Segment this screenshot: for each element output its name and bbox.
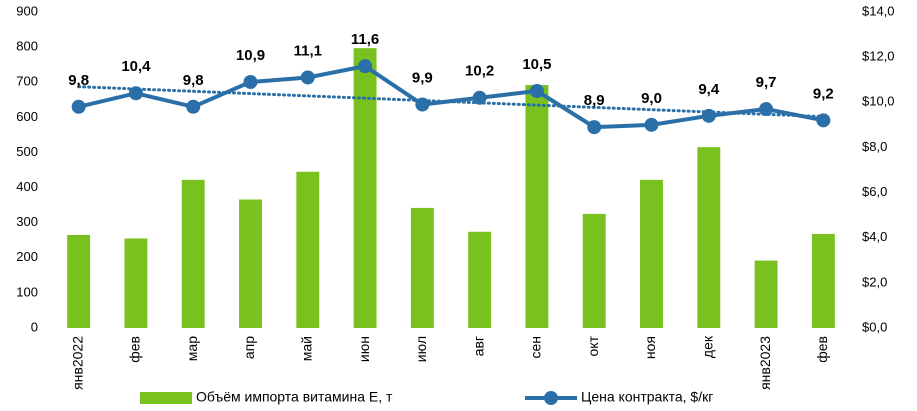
bar — [296, 171, 320, 328]
y-tick-label: 700 — [16, 74, 38, 89]
y2-tick-label: $0,0 — [862, 319, 887, 334]
data-label: 9,8 — [183, 72, 204, 89]
data-label: 9,8 — [68, 72, 89, 89]
bar — [697, 147, 721, 328]
x-tick-label: июл — [413, 336, 429, 362]
line-marker — [415, 97, 430, 112]
line-marker — [243, 74, 258, 89]
bar — [468, 231, 492, 328]
x-tick-label: авг — [470, 336, 486, 356]
y-tick-label: 800 — [16, 39, 38, 54]
legend-marker — [544, 391, 558, 405]
data-label: 8,9 — [584, 92, 605, 109]
x-tick-label: янв2023 — [757, 336, 773, 390]
bar — [754, 260, 778, 328]
legend-swatch — [140, 392, 192, 404]
line-marker — [816, 113, 831, 128]
data-label: 11,6 — [351, 31, 379, 48]
y2-tick-label: $12,0 — [862, 49, 895, 64]
data-label: 10,4 — [121, 58, 151, 75]
line-marker — [529, 84, 544, 98]
line-marker — [472, 90, 487, 105]
y-tick-label: 400 — [16, 179, 38, 194]
y-tick-label: 0 — [31, 319, 38, 334]
data-label: 11,1 — [294, 42, 322, 59]
x-tick-label: фев — [127, 336, 143, 363]
data-label: 9,2 — [813, 85, 834, 102]
y2-tick-label: $10,0 — [862, 94, 895, 109]
legend-label: Цена контракта, $/кг — [581, 389, 713, 405]
legend-label: Объём импорта витамина Е, т — [196, 389, 393, 405]
bar — [811, 233, 835, 328]
x-tick-label: май — [298, 336, 314, 361]
y-tick-label: 300 — [16, 214, 38, 229]
bar — [410, 207, 434, 328]
line-marker — [71, 99, 86, 114]
x-tick-label: янв2022 — [69, 336, 85, 390]
y-tick-label: 900 — [16, 3, 38, 18]
line-marker — [186, 99, 201, 114]
y2-tick-label: $6,0 — [862, 184, 887, 199]
data-label: 9,4 — [698, 81, 720, 98]
bar — [525, 85, 549, 328]
x-tick-label: апр — [241, 336, 257, 359]
bar — [640, 179, 663, 328]
y-tick-label: 100 — [16, 284, 38, 299]
x-tick-label: сен — [528, 336, 544, 359]
bar — [239, 199, 262, 328]
x-tick-label: фев — [814, 336, 830, 363]
data-label: 10,9 — [236, 47, 265, 64]
y2-tick-label: $14,0 — [862, 3, 895, 18]
data-label: 10,5 — [522, 56, 551, 73]
data-label: 10,2 — [465, 63, 494, 80]
line — [78, 64, 824, 130]
bar — [124, 238, 148, 328]
bar — [582, 213, 606, 328]
line-marker — [644, 117, 659, 132]
y-tick-label: 600 — [16, 109, 38, 124]
x-tick-label: окт — [585, 335, 601, 356]
y2-tick-label: $4,0 — [862, 229, 887, 244]
line-marker — [358, 59, 373, 74]
x-tick-label: июн — [356, 336, 372, 362]
y-tick-label: 500 — [16, 144, 38, 159]
line-marker — [701, 108, 716, 123]
bar — [353, 48, 377, 329]
x-tick-label: ноя — [642, 336, 658, 359]
y2-tick-label: $8,0 — [862, 139, 887, 154]
data-label: 9,0 — [641, 90, 662, 107]
trend-line — [77, 85, 825, 119]
bar — [181, 179, 205, 328]
line-marker — [587, 120, 602, 135]
x-tick-label: мар — [184, 336, 200, 361]
line-marker — [300, 70, 315, 85]
data-label: 9,7 — [756, 74, 777, 91]
y-tick-label: 200 — [16, 249, 38, 264]
bar — [67, 234, 91, 328]
data-label: 9,9 — [412, 70, 433, 87]
x-tick-label: дек — [699, 335, 715, 358]
y2-tick-label: $2,0 — [862, 274, 887, 289]
line-marker — [759, 102, 774, 117]
line-marker — [128, 86, 143, 101]
